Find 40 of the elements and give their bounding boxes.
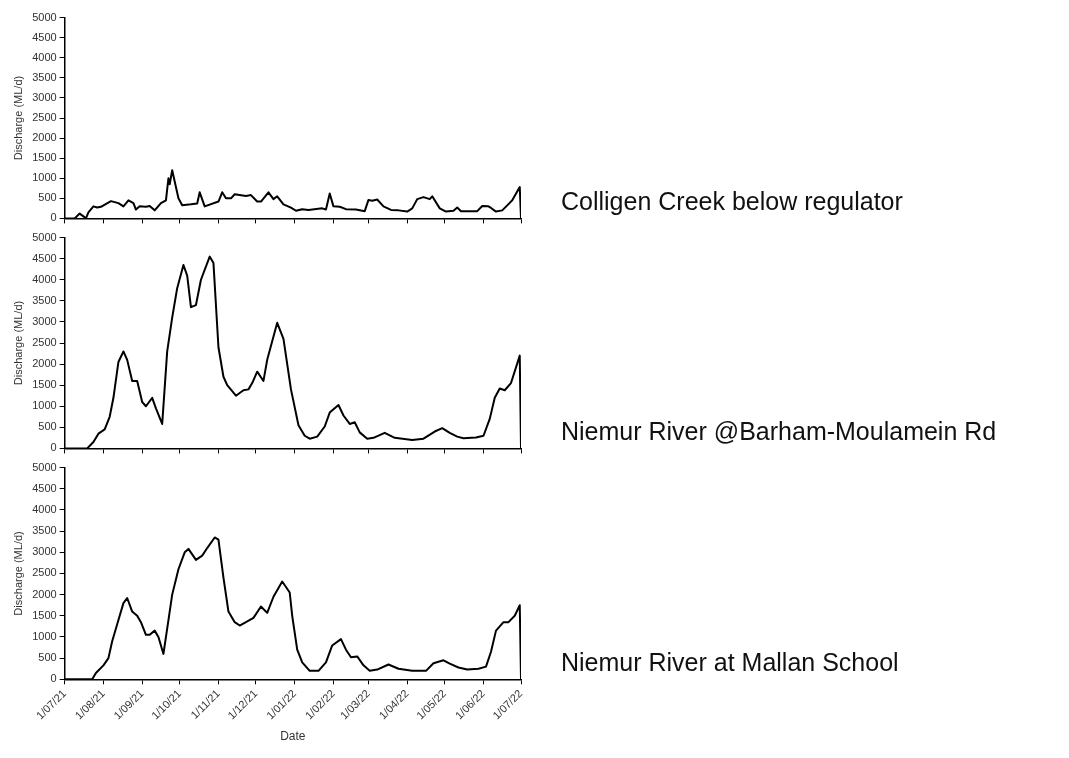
y-tick-label: 500 [38, 651, 57, 664]
y-tick-label: 1000 [32, 630, 57, 642]
y-tick-label: 2000 [32, 587, 57, 600]
y-tick-label: 1500 [32, 608, 57, 621]
y-tick-label: 4500 [32, 481, 57, 494]
y-tick-label: 1000 [32, 399, 57, 412]
y-tick-label: 5000 [32, 230, 57, 243]
y-axis-title: Discharge (ML/d) [11, 300, 24, 386]
y-tick-label: 5000 [32, 10, 57, 23]
y-tick-label: 2500 [32, 111, 57, 124]
y-tick-label: 2500 [32, 336, 57, 349]
y-tick-label: 4000 [32, 272, 57, 285]
y-axis-title: Discharge (ML/d) [11, 75, 24, 161]
y-tick-label: 2000 [32, 357, 57, 370]
y-tick-label: 500 [38, 191, 57, 204]
y-tick-label: 1000 [32, 171, 57, 184]
y-axis-title: Discharge (ML/d) [11, 531, 24, 616]
y-tick-label: 4000 [32, 50, 57, 63]
y-tick-label: 4000 [32, 502, 57, 515]
y-tick-label: 1500 [32, 151, 57, 164]
y-tick-label: 3000 [32, 90, 57, 103]
y-tick-label: 0 [50, 211, 57, 224]
y-tick-label: 2000 [32, 131, 57, 144]
y-tick-label: 2500 [32, 566, 57, 579]
y-tick-label: 3000 [32, 545, 57, 558]
y-tick-label: 0 [50, 672, 57, 685]
y-tick-label: 3500 [32, 70, 57, 83]
series-label: Colligen Creek below regulator [561, 187, 903, 216]
series-label: Niemur River at Mallan School [561, 648, 899, 677]
y-tick-label: 3000 [32, 314, 57, 327]
y-tick-label: 3500 [32, 524, 57, 537]
y-tick-label: 5000 [32, 460, 57, 473]
y-tick-label: 500 [38, 420, 57, 433]
series-label: Niemur River @Barham-Moulamein Rd [561, 417, 997, 446]
y-tick-label: 3500 [32, 293, 57, 306]
y-tick-label: 4500 [32, 30, 57, 43]
y-tick-label: 4500 [32, 251, 57, 264]
x-axis-title: Date [280, 729, 306, 744]
y-tick-label: 1500 [32, 378, 57, 391]
y-tick-label: 0 [50, 441, 57, 454]
